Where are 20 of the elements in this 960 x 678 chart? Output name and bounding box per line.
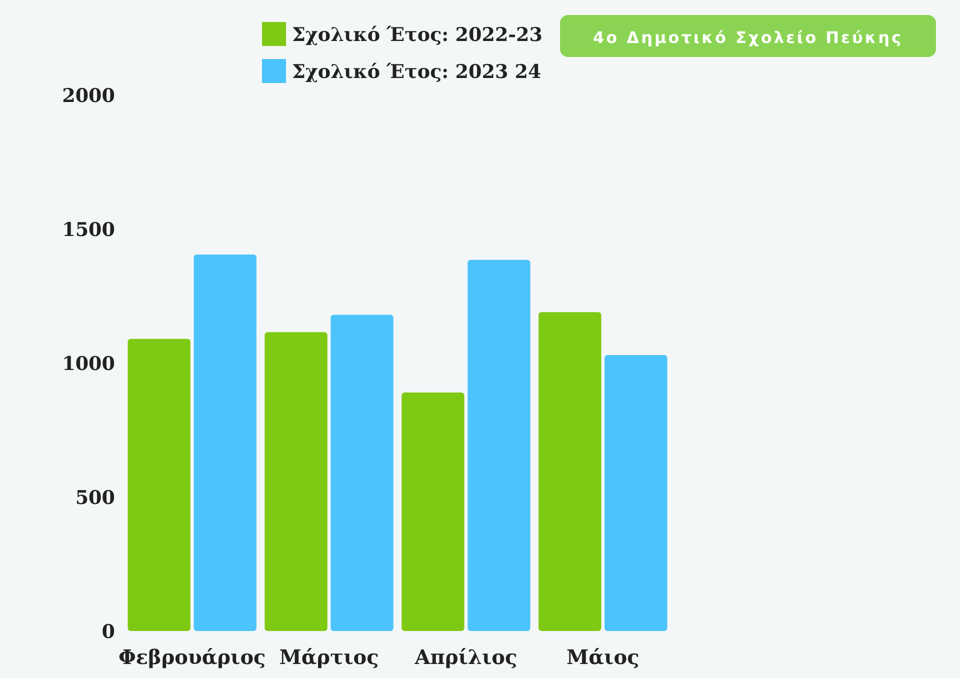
- y-tick-label: 0: [102, 621, 115, 643]
- bar: [468, 260, 530, 631]
- y-tick-label: 2000: [62, 85, 115, 107]
- bar: [402, 392, 464, 631]
- legend-label: Σχολικό Έτος: 2023 24: [292, 61, 542, 83]
- bar: [128, 338, 190, 631]
- x-tick-label: Απρίλιος: [414, 645, 518, 669]
- bar: [194, 254, 256, 631]
- x-tick-label: Φεβρουάριος: [118, 645, 266, 669]
- bar: [264, 332, 328, 631]
- text: 4ο Δημοτικό Σχολείο Πεύκης: [592, 28, 904, 47]
- x-tick-label: Μάιος: [566, 645, 640, 669]
- bar: [330, 314, 394, 631]
- bar: [538, 312, 602, 631]
- x-tick-label: Μάρτιος: [279, 645, 379, 669]
- y-tick-label: 1000: [62, 353, 115, 375]
- legend-label: Σχολικό Έτος: 2022-23: [292, 24, 542, 46]
- y-tick-label: 1500: [62, 219, 115, 241]
- y-tick-label: 500: [75, 487, 115, 509]
- bar: [604, 354, 668, 631]
